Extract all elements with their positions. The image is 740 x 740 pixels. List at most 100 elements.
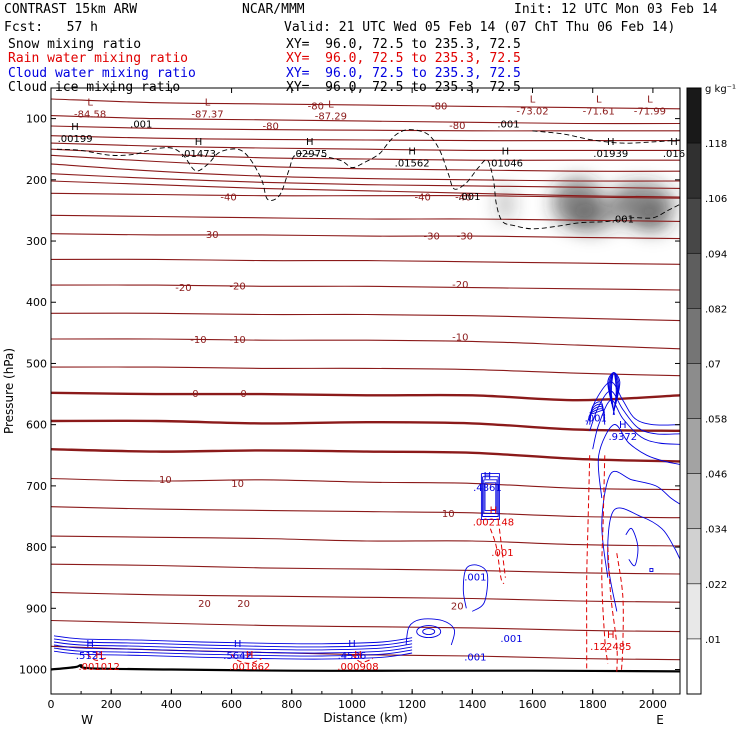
colorbar-tick-label: .106 — [705, 194, 727, 205]
cloud-water-line — [53, 638, 413, 648]
cloud-water-line — [53, 641, 413, 651]
y-tick-label: 400 — [26, 296, 47, 309]
isotherm-label: 20 — [451, 601, 464, 612]
isotherm-line — [51, 391, 680, 402]
extremum-value: .01939 — [593, 149, 628, 160]
extremum-marker: L — [205, 97, 211, 108]
extremum-marker: H — [354, 650, 362, 661]
cloud-water-line — [649, 568, 654, 572]
cloud-water-line — [405, 618, 456, 646]
isotherm-line — [51, 366, 680, 377]
rain-line — [489, 528, 505, 585]
extremum-value: .00199 — [58, 134, 93, 145]
colorbar-segment — [687, 363, 701, 419]
cloud-water-line — [53, 650, 413, 660]
extremum-marker: L — [647, 94, 653, 105]
rain-line — [586, 455, 591, 670]
cloud-water-line — [592, 399, 680, 450]
field-rain-xy: XY= 96.0, 72.5 to 235.3, 72.5 — [286, 51, 521, 66]
extremum-marker: L — [596, 94, 602, 105]
isotherm-label: -30 — [457, 232, 473, 243]
isotherm-line — [51, 591, 680, 603]
colorbar-tick-label: .01 — [705, 635, 721, 646]
extremum-value: .01473 — [181, 149, 216, 160]
cloud-ice-line — [56, 129, 680, 230]
east-label: E — [656, 713, 664, 727]
x-tick-label: 1600 — [519, 698, 547, 711]
colorbar-segment — [687, 88, 701, 144]
extremum-marker: H — [86, 639, 94, 650]
contour-level-label: .001 — [497, 120, 519, 131]
colorbar-tick-label: .034 — [705, 525, 727, 536]
extremum-marker: H — [348, 639, 356, 650]
isotherm-line — [51, 148, 680, 161]
isotherm-line — [51, 214, 680, 222]
colorbar-segment — [687, 143, 701, 199]
extremum-value: .016 — [663, 149, 685, 160]
isotherm-line — [51, 535, 680, 547]
isotherm-line — [51, 619, 680, 633]
extremum-value: -71.61 — [583, 106, 615, 117]
x-tick-label: 1800 — [579, 698, 607, 711]
colorbar-segment — [687, 308, 701, 364]
isotherm-line — [51, 192, 680, 199]
y-tick-label: 700 — [26, 480, 47, 493]
colorbar-segment — [687, 638, 701, 694]
cloud-water-line — [484, 482, 497, 511]
isotherm-label: 20 — [198, 599, 211, 610]
x-tick-label: 600 — [221, 698, 242, 711]
snow-field — [496, 178, 674, 234]
extremum-marker: H — [408, 146, 416, 157]
cloud-water-line — [607, 507, 680, 612]
extremum-value: .9372 — [608, 432, 637, 443]
extremum-marker: L — [530, 94, 536, 105]
cloud-water-contours — [53, 372, 680, 660]
y-tick-label: 500 — [26, 357, 47, 370]
isotherm-label: -80 — [308, 101, 324, 112]
snow-blob — [570, 202, 616, 234]
west-label: W — [81, 713, 93, 727]
y-tick-label: 900 — [26, 602, 47, 615]
init-time: Init: 12 UTC Mon 03 Feb 14 — [514, 2, 718, 17]
extremum-marker: H — [195, 137, 203, 148]
extremum-marker: H — [234, 639, 242, 650]
y-tick-label: 1000 — [19, 664, 47, 677]
extremum-marker: H — [502, 146, 510, 157]
extremum-marker: H — [490, 506, 498, 517]
colorbar-tick-label: .094 — [705, 249, 727, 260]
plot-frame — [50, 87, 681, 695]
contour-level-label: .001 — [585, 414, 607, 425]
isotherm-label: -80 — [449, 121, 465, 132]
rain-line — [607, 547, 618, 673]
contour-level-label: .001 — [458, 192, 480, 203]
extremum-value: .5121 — [76, 651, 105, 662]
field-cloud-water-xy: XY= 96.0, 72.5 to 235.3, 72.5 — [286, 66, 521, 81]
isotherm-label: -40 — [415, 193, 431, 204]
isotherm-line — [51, 233, 680, 240]
field-snow-xy: XY= 96.0, 72.5 to 235.3, 72.5 — [286, 37, 521, 52]
isotherm-line — [51, 173, 680, 189]
isotherm-label: -80 — [263, 122, 279, 133]
isotherm-label: -30 — [424, 232, 440, 243]
x-axis-label: Distance (km) — [323, 711, 407, 725]
rain-line — [498, 528, 506, 578]
extremum-marker: H — [484, 471, 492, 482]
isotherm-label: -20 — [452, 280, 468, 291]
extremum-marker: H — [607, 137, 615, 148]
cloud-water-line — [586, 381, 680, 426]
isotherm-line — [51, 114, 680, 125]
plot-border — [50, 87, 681, 695]
colorbar-tick-label: .118 — [705, 139, 727, 150]
colorbar-segment — [687, 473, 701, 529]
contour-level-label: .001 — [130, 120, 152, 131]
cloud-ice-line — [532, 130, 680, 144]
extremum-value: .01046 — [488, 158, 523, 169]
cloud-water-line — [610, 372, 617, 415]
isotherm-line — [51, 154, 680, 172]
y-tick-label: 800 — [26, 541, 47, 554]
colorbar-tick-label: .058 — [705, 415, 727, 426]
isotherm-label: 10 — [231, 479, 244, 490]
cloud-water-line — [482, 476, 499, 517]
isotherm-label: -10 — [190, 335, 206, 346]
rain-line — [601, 455, 609, 664]
